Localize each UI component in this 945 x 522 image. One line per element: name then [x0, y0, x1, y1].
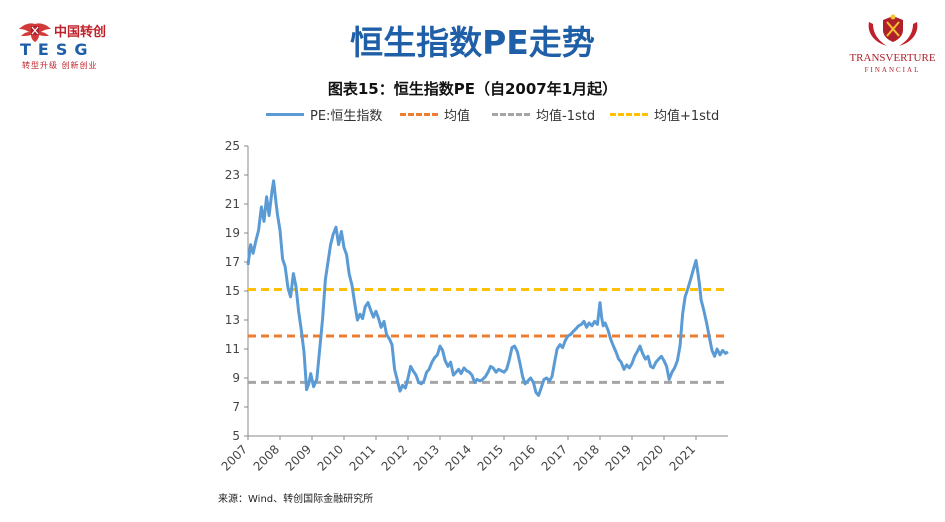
x-tick-label: 2011	[347, 442, 378, 473]
x-tick-label: 2019	[603, 442, 634, 473]
page-title: 恒生指数PE走势	[350, 23, 595, 62]
logo-slogan: 转型升级 创新创业	[22, 61, 98, 70]
legend-label-mean-minus-std: 均值-1std	[536, 109, 596, 124]
x-tick-label: 2012	[379, 442, 410, 473]
x-tick-label: 2008	[251, 442, 282, 473]
reference-lines	[248, 288, 728, 384]
y-tick-label: 17	[225, 255, 240, 269]
logo-sub: FINANCIAL	[864, 66, 921, 74]
legend-label-pe: PE:恒生指数	[310, 109, 383, 124]
source-note: 来源：Wind、转创国际金融研究所	[218, 494, 374, 505]
y-tick-label: 21	[225, 197, 240, 211]
legend-swatch-mean	[400, 113, 438, 116]
x-tick-label: 2013	[411, 442, 442, 473]
series-line-pe	[246, 179, 729, 397]
legend-swatch-pe	[266, 113, 304, 116]
laurel-crest-icon	[868, 14, 918, 46]
y-tick-label: 7	[232, 400, 240, 414]
y-tick-label: 13	[225, 313, 240, 327]
y-tick-label: 25	[225, 139, 240, 153]
x-tick-label: 2017	[539, 442, 570, 473]
x-tick-label: 2021	[667, 442, 698, 473]
legend-swatch-mean-minus-std	[492, 113, 530, 116]
y-tick-label: 11	[225, 342, 240, 356]
transverture-logo: TRANSVERTURE FINANCIAL	[845, 12, 940, 74]
y-tick-label: 9	[232, 371, 240, 385]
y-tick-label: 19	[225, 226, 240, 240]
y-tick-label: 5	[232, 429, 240, 443]
logo-name: TRANSVERTURE	[849, 52, 936, 64]
chart-title: 图表15：恒生指数PE（自2007年1月起）	[327, 80, 618, 98]
x-tick-label: 2009	[283, 442, 314, 473]
legend-swatch-mean-plus-std	[610, 113, 648, 116]
logo-en-text: TESG	[20, 40, 95, 59]
x-tick-label: 2020	[635, 442, 666, 473]
x-tick-label: 2016	[507, 442, 538, 473]
x-tick-label: 2014	[443, 442, 474, 473]
tesg-logo: 中国转创 TESG 转型升级 创新创业	[14, 16, 124, 76]
legend-label-mean-plus-std: 均值+1std	[654, 109, 720, 124]
y-tick-label: 23	[225, 168, 240, 182]
y-tick-label: 15	[225, 284, 240, 298]
legend-label-mean: 均值	[444, 109, 471, 124]
wings-crest-icon	[19, 23, 51, 42]
x-tick-label: 2018	[571, 442, 602, 473]
x-tick-label: 2007	[219, 442, 250, 473]
x-tick-label: 2015	[475, 442, 506, 473]
x-tick-label: 2010	[315, 442, 346, 473]
logo-cn-text: 中国转创	[54, 25, 107, 40]
pe-series	[246, 179, 729, 397]
chart-legend: PE:恒生指数 均值 均值-1std 均值+1std	[0, 104, 945, 124]
